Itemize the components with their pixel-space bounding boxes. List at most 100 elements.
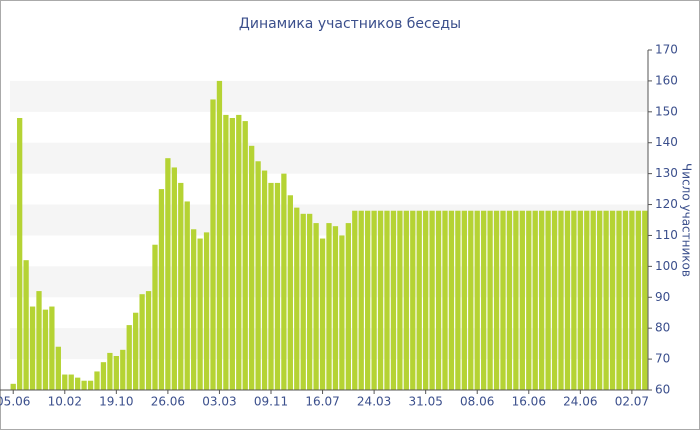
bar	[133, 312, 139, 390]
bar	[358, 210, 364, 390]
x-tick-label: 09.11	[254, 395, 288, 409]
bar	[352, 210, 358, 390]
bar	[287, 195, 293, 390]
bar	[416, 210, 422, 390]
bar	[268, 182, 274, 390]
bar	[294, 207, 300, 390]
bar	[442, 210, 448, 390]
bar	[300, 213, 306, 390]
bar	[249, 145, 255, 390]
bar	[474, 210, 480, 390]
bar	[345, 223, 351, 390]
bar	[171, 167, 177, 390]
bar	[165, 158, 171, 390]
y-tick-label: 160	[655, 73, 678, 87]
bar	[635, 210, 641, 390]
bar	[410, 210, 416, 390]
bar	[145, 291, 152, 390]
bar	[487, 210, 493, 390]
y-tick-label: 80	[655, 321, 670, 335]
bar	[500, 210, 506, 390]
bar	[642, 210, 648, 390]
bar	[49, 306, 55, 390]
x-tick-label: 03.03	[202, 395, 236, 409]
bar	[423, 210, 429, 390]
bar	[229, 118, 235, 390]
y-tick-label: 140	[655, 135, 678, 149]
bar	[590, 210, 596, 390]
bar	[255, 161, 261, 390]
bar	[319, 238, 326, 390]
bar	[261, 170, 268, 390]
x-tick-label: 19.10	[99, 395, 133, 409]
bar	[513, 210, 519, 390]
x-tick-label: 31.05	[408, 395, 442, 409]
bar	[468, 210, 474, 390]
bar	[274, 182, 281, 390]
y-tick-label: 120	[655, 197, 678, 211]
x-tick-label: 16.07	[305, 395, 339, 409]
bar	[120, 349, 126, 390]
y-tick-label: 100	[655, 259, 678, 273]
y-tick-label: 130	[655, 166, 678, 180]
bar	[17, 118, 23, 390]
bar	[55, 346, 61, 390]
bar	[403, 210, 409, 390]
bar	[313, 223, 319, 390]
bar	[242, 121, 248, 390]
bar	[397, 210, 403, 390]
bar	[23, 260, 29, 390]
bar	[152, 244, 158, 390]
bar	[113, 356, 119, 390]
bar	[81, 380, 87, 390]
bar	[158, 189, 165, 390]
x-tick-label: 16.06	[512, 395, 546, 409]
bar	[126, 325, 132, 390]
bar	[236, 114, 242, 390]
x-tick-label: 05.06	[0, 395, 30, 409]
bar	[75, 377, 81, 390]
x-tick-label: 10.02	[48, 395, 82, 409]
bar	[36, 291, 42, 390]
bar	[365, 210, 371, 390]
bar	[42, 309, 49, 390]
y-axis-label: Число участников	[680, 163, 694, 277]
bar	[10, 383, 16, 390]
x-tick-label: 24.06	[563, 395, 597, 409]
bar	[210, 99, 216, 391]
bar	[493, 210, 500, 390]
bar	[435, 210, 442, 390]
bar	[191, 229, 197, 390]
bar	[307, 213, 313, 390]
bar	[178, 182, 184, 390]
bar	[551, 210, 558, 390]
bar	[197, 238, 203, 390]
bar	[519, 210, 525, 390]
bar	[603, 210, 609, 390]
bar	[339, 235, 345, 390]
bar	[461, 210, 467, 390]
bar	[216, 80, 223, 390]
bar	[481, 210, 487, 390]
bar	[622, 210, 629, 390]
bar	[455, 210, 461, 390]
grid-band	[10, 142, 648, 174]
bar	[87, 380, 94, 390]
y-tick-label: 90	[655, 290, 670, 304]
x-tick-label: 08.06	[460, 395, 494, 409]
bar	[597, 210, 603, 390]
bar	[390, 210, 397, 390]
y-tick-label: 110	[655, 228, 678, 242]
bar	[371, 210, 377, 390]
bar	[332, 226, 339, 390]
bar	[326, 223, 332, 390]
y-tick-label: 150	[655, 104, 678, 118]
x-tick-label: 26.06	[151, 395, 185, 409]
bar	[558, 210, 564, 390]
bar	[281, 173, 287, 390]
x-tick-label: 24.03	[357, 395, 391, 409]
bar	[539, 210, 545, 390]
bar	[429, 210, 435, 390]
chart-title: Динамика участников беседы	[239, 16, 461, 32]
